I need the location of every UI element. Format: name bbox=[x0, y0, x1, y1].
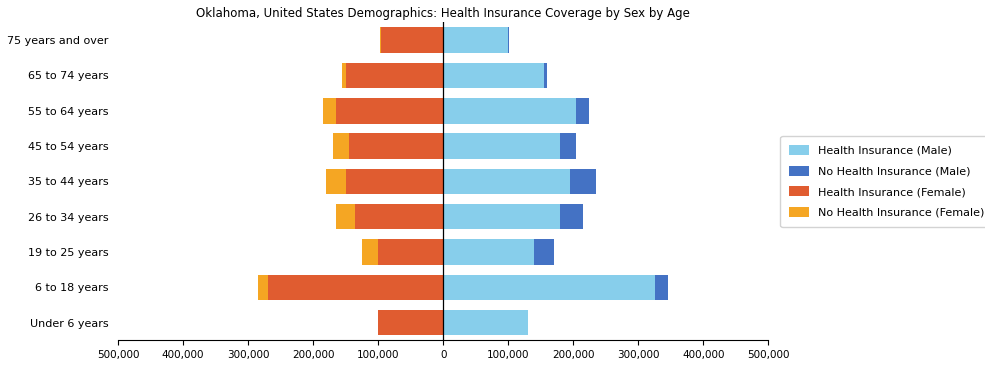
Bar bbox=[443, 98, 576, 124]
Bar bbox=[560, 133, 576, 159]
Legend: Health Insurance (Male), No Health Insurance (Male), Health Insurance (Female), : Health Insurance (Male), No Health Insur… bbox=[780, 136, 985, 227]
Bar bbox=[576, 98, 589, 124]
Bar bbox=[361, 239, 378, 265]
Bar bbox=[443, 63, 544, 88]
Bar bbox=[356, 204, 443, 229]
Bar bbox=[443, 239, 534, 265]
Bar bbox=[349, 133, 443, 159]
Bar bbox=[443, 28, 508, 53]
Bar bbox=[508, 28, 509, 53]
Bar bbox=[326, 169, 346, 194]
Bar bbox=[380, 28, 381, 53]
Bar bbox=[443, 275, 654, 300]
Bar bbox=[378, 310, 443, 335]
Bar bbox=[333, 133, 349, 159]
Bar bbox=[346, 169, 443, 194]
Bar bbox=[570, 169, 596, 194]
Bar bbox=[336, 204, 356, 229]
Bar bbox=[346, 63, 443, 88]
Bar bbox=[534, 239, 554, 265]
Title: Oklahoma, United States Demographics: Health Insurance Coverage by Sex by Age: Oklahoma, United States Demographics: He… bbox=[196, 7, 690, 20]
Bar bbox=[560, 204, 583, 229]
Bar bbox=[336, 98, 443, 124]
Bar bbox=[544, 63, 548, 88]
Bar bbox=[654, 275, 668, 300]
Bar bbox=[323, 98, 336, 124]
Bar bbox=[443, 133, 560, 159]
Bar bbox=[443, 204, 560, 229]
Bar bbox=[381, 28, 443, 53]
Bar bbox=[258, 275, 268, 300]
Bar bbox=[343, 63, 346, 88]
Bar bbox=[443, 169, 570, 194]
Bar bbox=[443, 310, 528, 335]
Bar bbox=[378, 239, 443, 265]
Bar bbox=[268, 275, 443, 300]
